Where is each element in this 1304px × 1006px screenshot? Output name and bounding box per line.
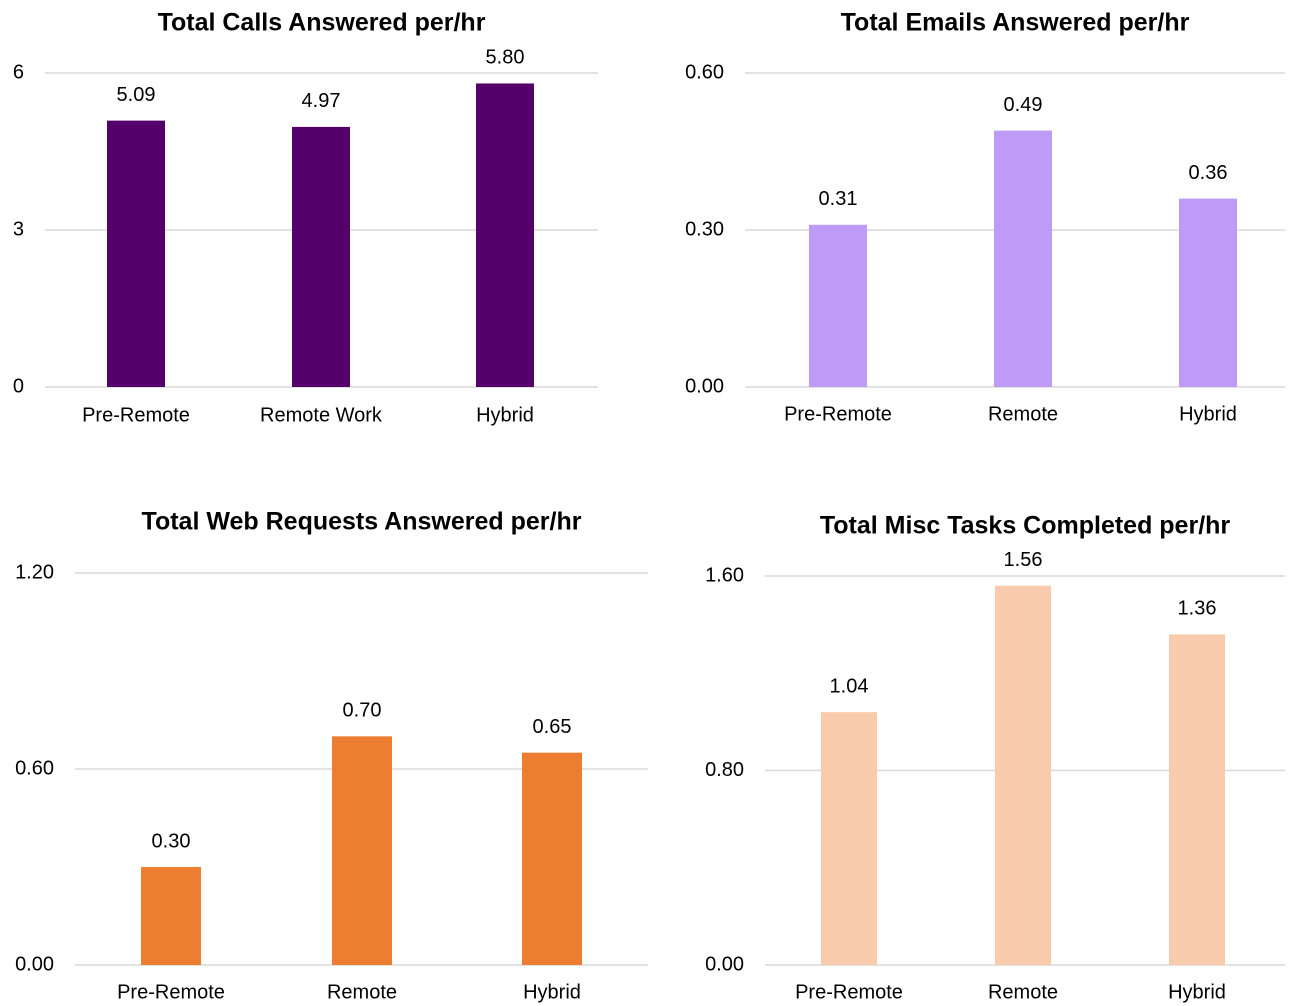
x-tick-label: Hybrid [1179, 403, 1237, 425]
data-label: 0.36 [1189, 162, 1228, 184]
y-tick-label: 0.80 [705, 759, 744, 781]
data-label: 0.30 [152, 830, 191, 852]
data-label: 1.04 [830, 675, 869, 697]
x-tick-label: Pre-Remote [784, 403, 892, 425]
x-tick-label: Hybrid [1168, 981, 1226, 1003]
data-label: 5.80 [486, 47, 525, 69]
x-tick-label: Remote Work [260, 404, 383, 426]
bar [522, 752, 582, 965]
bar [107, 120, 165, 387]
bar [821, 712, 877, 965]
data-label: 0.31 [819, 188, 858, 210]
x-tick-label: Pre-Remote [795, 981, 903, 1003]
chart-title: Total Web Requests Answered per/hr [142, 508, 582, 536]
bar [995, 585, 1051, 965]
data-label: 5.09 [117, 84, 156, 106]
data-label: 0.49 [1004, 94, 1043, 116]
y-tick-label: 0.00 [705, 953, 744, 975]
chart-title: Total Calls Answered per/hr [158, 9, 486, 37]
y-tick-label: 1.20 [15, 561, 54, 583]
y-tick-label: 3 [13, 218, 24, 240]
data-label: 0.65 [533, 716, 572, 738]
bar [332, 736, 392, 965]
bar [994, 130, 1052, 388]
bar [476, 83, 534, 387]
y-tick-label: 1.60 [705, 564, 744, 586]
data-label: 4.97 [302, 90, 341, 112]
chart-title: Total Misc Tasks Completed per/hr [820, 512, 1231, 540]
x-tick-label: Hybrid [523, 981, 581, 1003]
bar [1179, 198, 1237, 387]
bar [141, 867, 201, 965]
y-tick-label: 0.60 [685, 61, 724, 83]
x-tick-label: Hybrid [476, 404, 534, 426]
y-tick-label: 0 [13, 375, 24, 397]
x-tick-label: Remote [988, 403, 1058, 425]
x-tick-label: Pre-Remote [82, 404, 190, 426]
y-tick-label: 6 [13, 61, 24, 83]
data-label: 0.70 [343, 700, 382, 722]
data-label: 1.36 [1178, 598, 1217, 620]
x-tick-label: Remote [327, 981, 397, 1003]
y-tick-label: 0.00 [15, 953, 54, 975]
bar [1169, 634, 1225, 965]
bar [809, 224, 867, 387]
y-tick-label: 0.00 [685, 375, 724, 397]
y-tick-label: 0.60 [15, 757, 54, 779]
x-tick-label: Pre-Remote [117, 981, 225, 1003]
bar [292, 126, 350, 388]
y-tick-label: 0.30 [685, 218, 724, 240]
x-tick-label: Remote [988, 981, 1058, 1003]
data-label: 1.56 [1004, 549, 1043, 571]
chart-title: Total Emails Answered per/hr [841, 9, 1190, 37]
